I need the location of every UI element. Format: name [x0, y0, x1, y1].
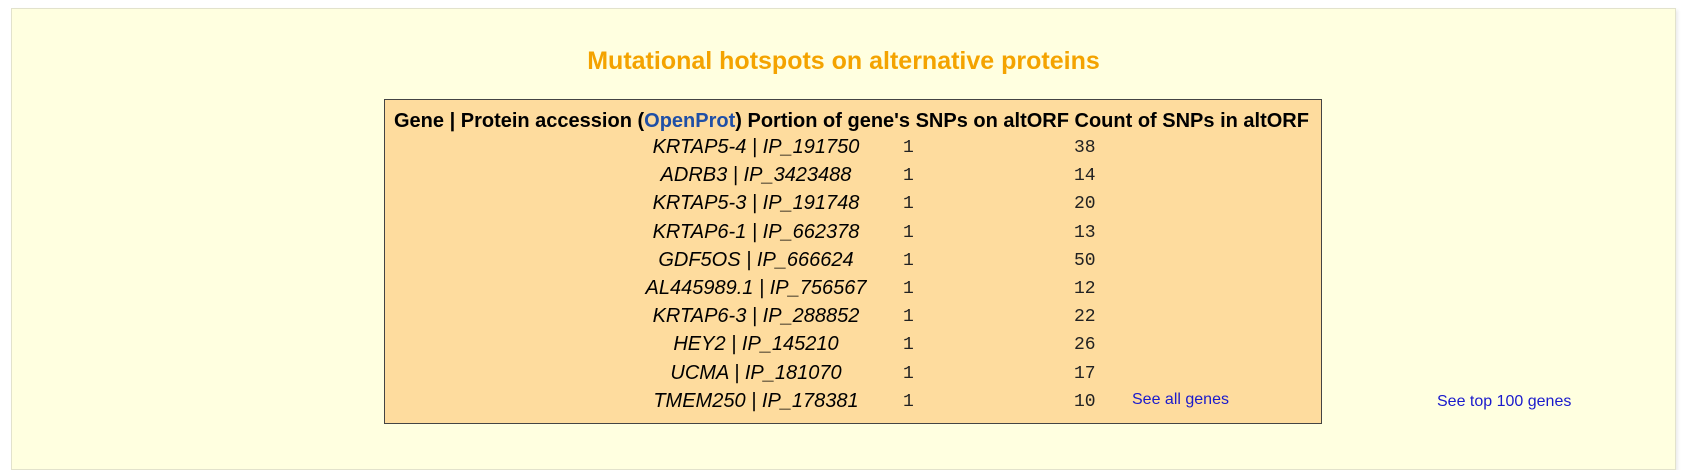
count-cell: 26 [1074, 335, 1096, 356]
table-row: TMEM250 | IP_178381 1 10 [385, 390, 1321, 416]
portion-cell: 1 [903, 307, 914, 328]
table-row: UCMA | IP_181070 1 17 [385, 362, 1321, 388]
gene-accession-cell: ADRB3 | IP_3423488 [660, 164, 852, 187]
portion-cell: 1 [903, 250, 914, 271]
gene-accession-cell: UCMA | IP_181070 [670, 361, 842, 384]
portion-cell: 1 [903, 335, 914, 356]
table-row: AL445989.1 | IP_756567 1 12 [385, 277, 1321, 303]
gene-accession-cell: KRTAP6-1 | IP_662378 [652, 220, 860, 243]
gene-accession-cell: TMEM250 | IP_178381 [653, 389, 859, 412]
table-row: KRTAP5-4 | IP_191750 1 38 [385, 136, 1321, 162]
count-cell: 50 [1074, 250, 1096, 271]
table-row: KRTAP5-3 | IP_191748 1 20 [385, 192, 1321, 218]
header-count: Count of SNPs in altORF [1074, 110, 1309, 132]
count-cell: 22 [1074, 307, 1096, 328]
gene-accession-cell: AL445989.1 | IP_756567 [645, 277, 867, 299]
portion-cell: 1 [903, 391, 914, 412]
see-all-genes-link[interactable]: See all genes [1132, 391, 1229, 408]
header-gene-prefix: Gene | Protein accession ( [394, 110, 645, 132]
table-row: HEY2 | IP_145210 1 26 [385, 333, 1321, 359]
count-cell: 20 [1074, 194, 1096, 215]
count-cell: 10 [1074, 391, 1096, 412]
header-portion: Portion of gene's SNPs on altORF [747, 110, 1069, 132]
gene-accession-cell: KRTAP5-3 | IP_191748 [652, 192, 860, 215]
count-cell: 17 [1074, 363, 1096, 384]
gene-accession-cell: HEY2 | IP_145210 [673, 333, 839, 356]
portion-cell: 1 [903, 363, 914, 384]
count-cell: 12 [1074, 279, 1096, 299]
table-header: Gene | Protein accession (OpenProt) Port… [394, 110, 1309, 133]
content-panel: Mutational hotspots on alternative prote… [11, 8, 1676, 470]
see-top-100-genes-link[interactable]: See top 100 genes [1437, 393, 1572, 410]
gene-accession-cell: KRTAP5-4 | IP_191750 [652, 136, 860, 158]
count-cell: 14 [1074, 166, 1096, 187]
table-row: KRTAP6-1 | IP_662378 1 13 [385, 221, 1321, 247]
table-row: ADRB3 | IP_3423488 1 14 [385, 164, 1321, 190]
portion-cell: 1 [903, 222, 914, 243]
count-cell: 13 [1074, 222, 1096, 243]
header-gene-suffix: ) [735, 110, 742, 132]
portion-cell: 1 [903, 279, 914, 299]
portion-cell: 1 [903, 138, 914, 158]
table-row: KRTAP6-3 | IP_288852 1 22 [385, 305, 1321, 331]
hotspots-table: Gene | Protein accession (OpenProt) Port… [384, 99, 1322, 424]
gene-accession-cell: KRTAP6-3 | IP_288852 [652, 305, 860, 328]
table-row: GDF5OS | IP_666624 1 50 [385, 249, 1321, 275]
page-title: Mutational hotspots on alternative prote… [587, 47, 1100, 75]
gene-accession-cell: GDF5OS | IP_666624 [658, 248, 854, 271]
openprot-link[interactable]: OpenProt [644, 110, 736, 132]
count-cell: 38 [1074, 138, 1096, 158]
portion-cell: 1 [903, 194, 914, 215]
portion-cell: 1 [903, 166, 914, 187]
